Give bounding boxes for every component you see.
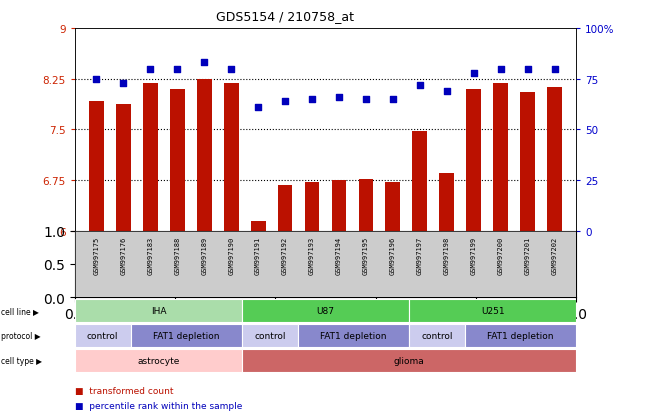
Bar [116,104,131,231]
Text: FAT1 depletion: FAT1 depletion [320,331,387,340]
Point [280,98,290,105]
Point [469,70,479,77]
Text: cell type ▶: cell type ▶ [1,356,42,365]
Text: ■  percentile rank within the sample: ■ percentile rank within the sample [75,401,242,410]
Bar [251,221,266,231]
Bar [385,183,400,231]
Point [253,104,264,111]
Point [387,96,398,103]
Point [334,95,344,101]
Bar [520,93,535,231]
Text: GSM997175: GSM997175 [94,237,100,275]
Text: cell line ▶: cell line ▶ [1,306,38,315]
Bar [89,102,104,231]
Point [145,66,156,73]
Bar [359,180,373,231]
Text: GSM997198: GSM997198 [444,237,450,275]
Text: ■  transformed count: ■ transformed count [75,386,173,395]
Bar [131,324,242,347]
Point [172,66,182,73]
Text: glioma: glioma [394,356,424,365]
Text: GSM997191: GSM997191 [255,237,261,275]
Bar [75,349,242,372]
Text: GSM997192: GSM997192 [282,237,288,275]
Text: U251: U251 [481,306,505,315]
Point [199,60,210,66]
Text: GSM997194: GSM997194 [336,237,342,275]
Point [415,82,425,89]
Text: U87: U87 [316,306,335,315]
Bar [75,299,242,322]
Bar [439,174,454,231]
Point [441,88,452,95]
Text: GSM997190: GSM997190 [228,237,234,275]
Bar [466,90,481,231]
Point [118,80,129,87]
Point [522,66,533,73]
Text: GSM997196: GSM997196 [390,237,396,275]
Bar [75,324,131,347]
Bar [242,349,576,372]
Point [495,66,506,73]
Text: GSM997199: GSM997199 [471,237,477,275]
Text: GSM997188: GSM997188 [174,237,180,275]
Bar [331,180,346,231]
Bar [242,324,298,347]
Bar [143,84,158,231]
Point [226,66,236,73]
Bar [413,131,427,231]
Bar [409,299,576,322]
Point [91,76,102,83]
Bar [242,299,409,322]
Text: GSM997195: GSM997195 [363,237,369,275]
Text: GSM997189: GSM997189 [201,237,207,275]
Text: GSM997193: GSM997193 [309,237,315,275]
Text: FAT1 depletion: FAT1 depletion [153,331,219,340]
Text: GSM997176: GSM997176 [120,237,126,275]
Text: protocol ▶: protocol ▶ [1,331,40,340]
Bar [298,324,409,347]
Text: GSM997200: GSM997200 [497,237,504,275]
Bar [197,79,212,231]
Text: control: control [87,331,118,340]
Bar [170,90,185,231]
Point [307,96,317,103]
Bar [493,84,508,231]
Bar [465,324,576,347]
Bar [547,88,562,231]
Text: GDS5154 / 210758_at: GDS5154 / 210758_at [216,10,354,23]
Text: GSM997183: GSM997183 [147,237,154,275]
Bar [224,84,238,231]
Text: GSM997201: GSM997201 [525,237,531,275]
Text: IHA: IHA [150,306,166,315]
Text: control: control [254,331,286,340]
Point [549,66,560,73]
Text: FAT1 depletion: FAT1 depletion [487,331,554,340]
Text: GSM997197: GSM997197 [417,237,423,275]
Bar [409,324,465,347]
Bar [305,183,320,231]
Text: control: control [421,331,452,340]
Text: astrocyte: astrocyte [137,356,180,365]
Bar [278,185,292,231]
Point [361,96,371,103]
Text: GSM997202: GSM997202 [551,237,557,275]
